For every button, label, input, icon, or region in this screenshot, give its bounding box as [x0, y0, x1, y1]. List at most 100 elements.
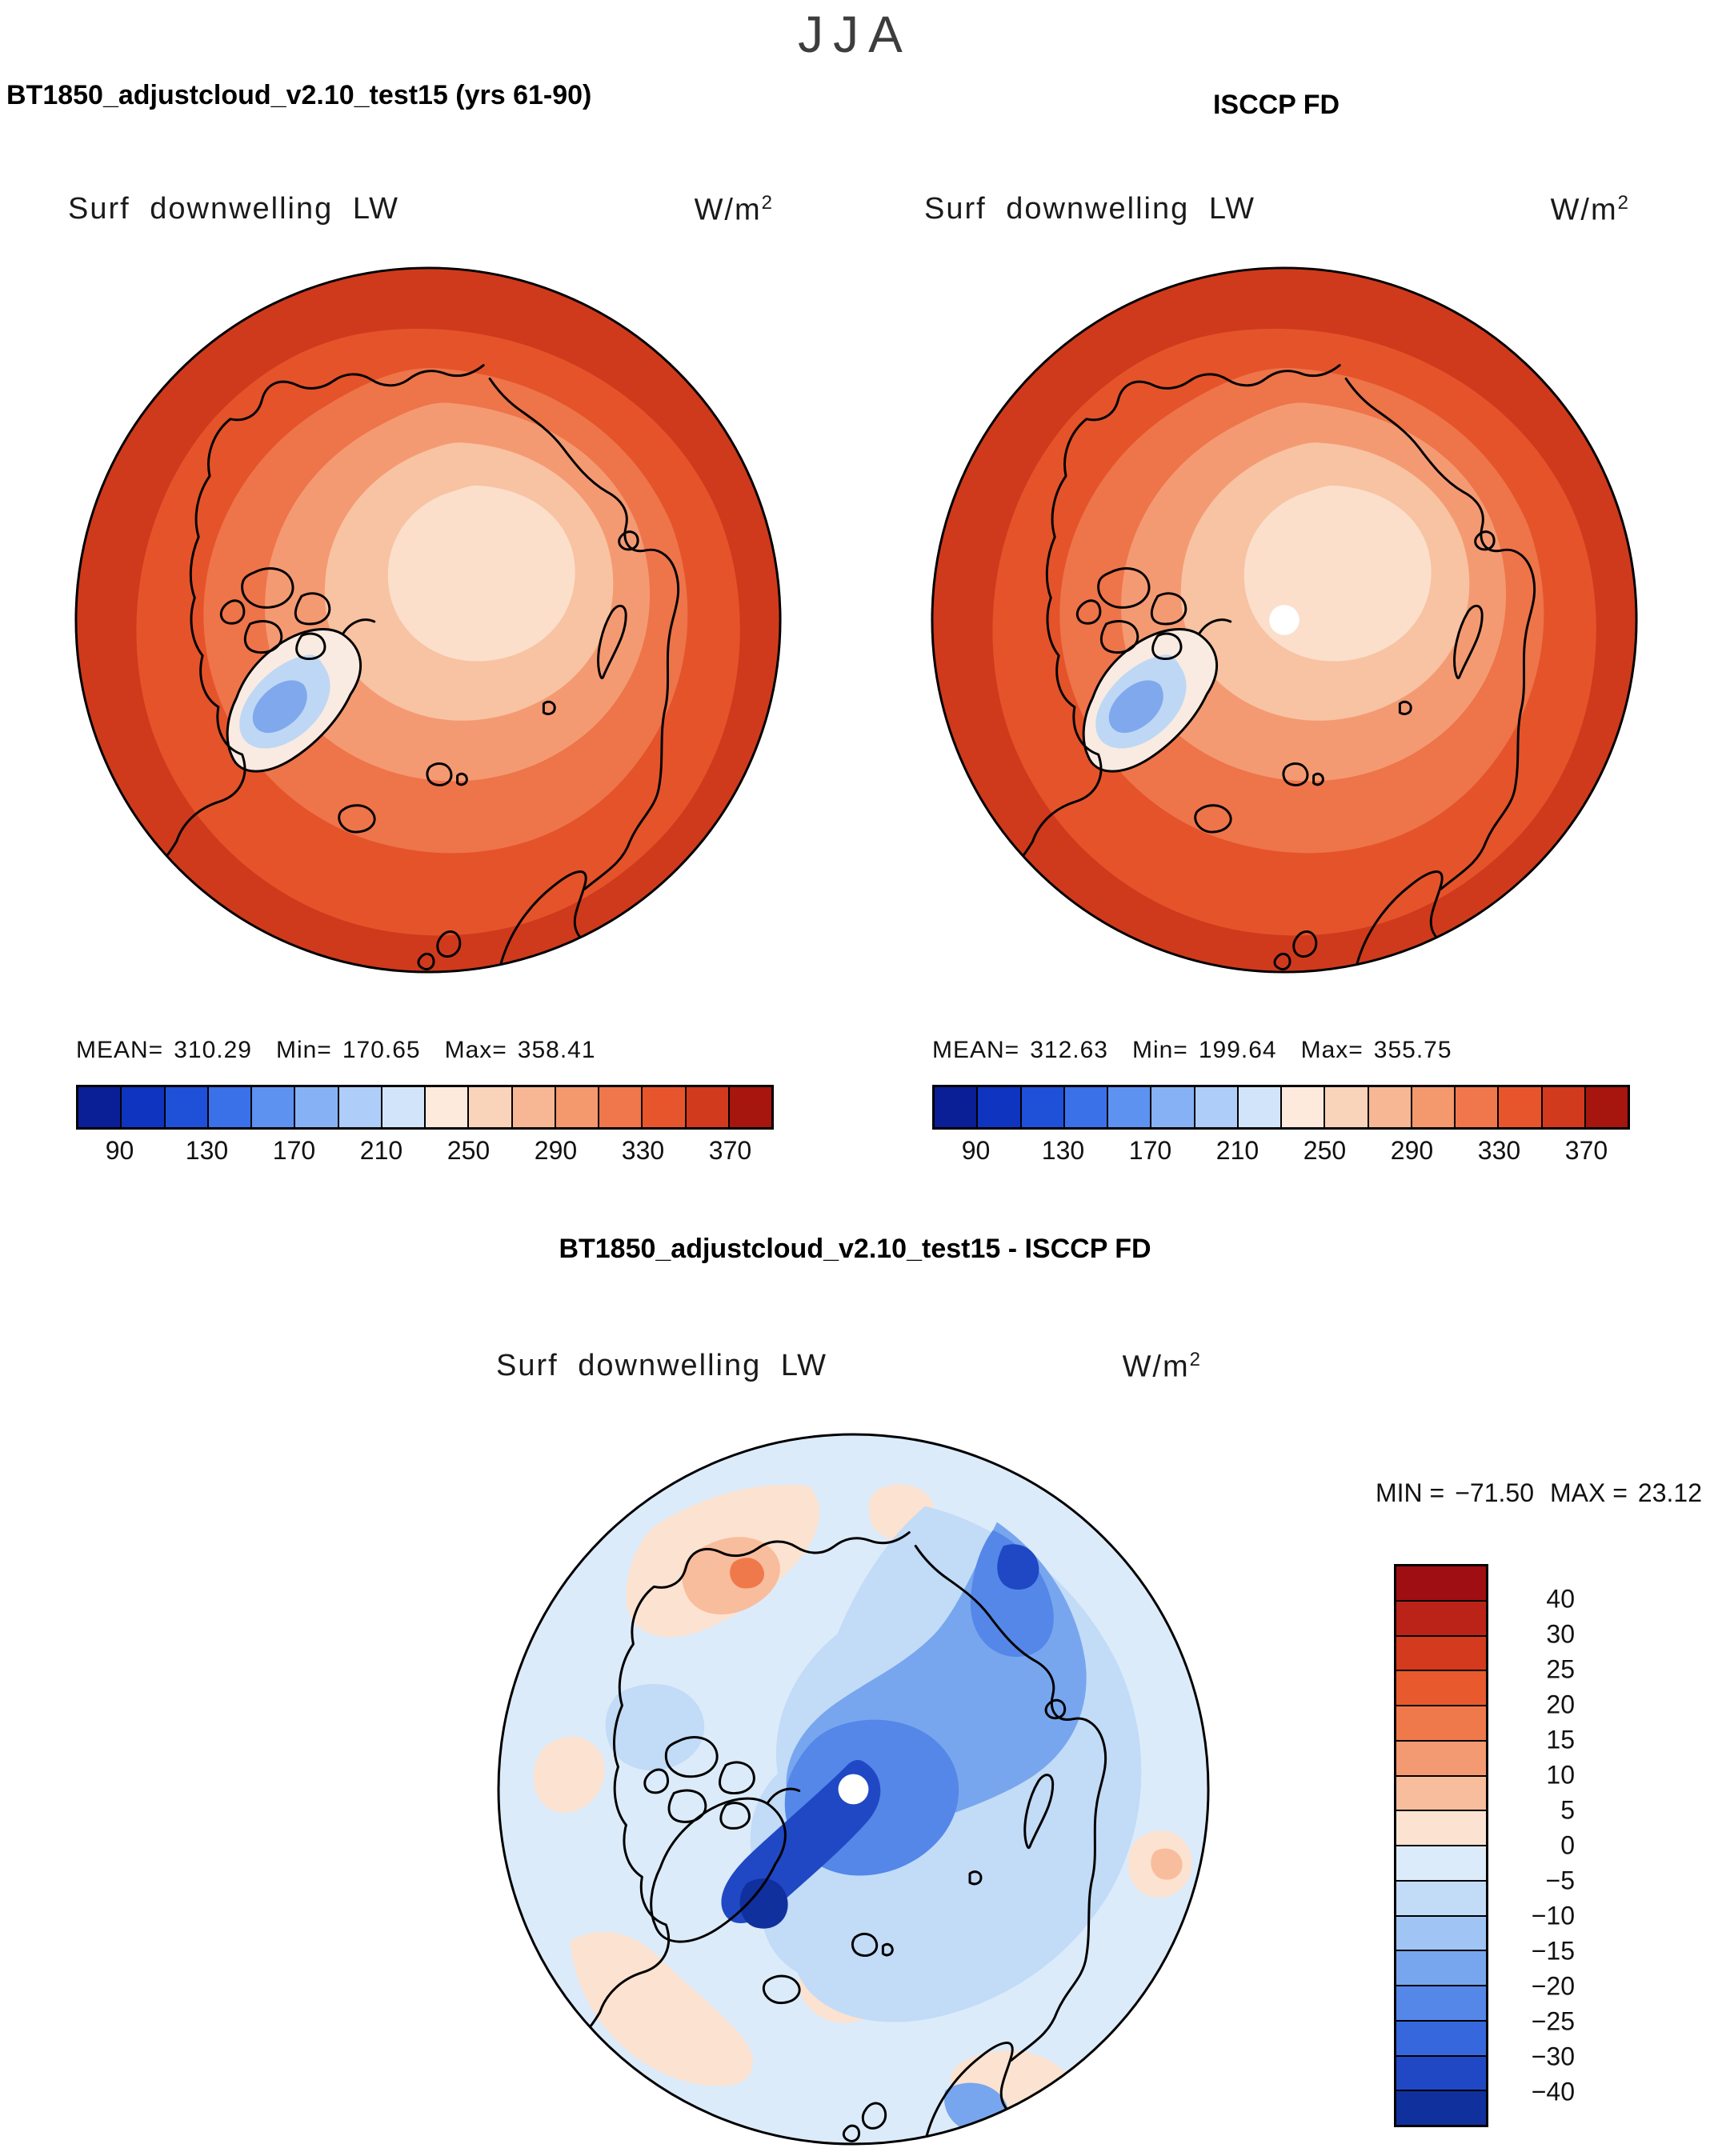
map-border [74, 266, 782, 974]
model-colorbar: 90 130 170 210 250 290 330 370 [76, 1085, 774, 1171]
model-max-stat: Max= 358.41 [444, 1037, 596, 1063]
colorbar-cell [1396, 2091, 1486, 2125]
colorbar-cell [208, 1087, 252, 1127]
obs-map [931, 266, 1638, 974]
colorbar-tick-label: 290 [534, 1136, 578, 1165]
diff-min-stat: MIN = −71.50 [1376, 1478, 1534, 1507]
model-field-row: Surf downwelling LW W/m2 [68, 192, 772, 228]
colorbar-cell [978, 1087, 1022, 1127]
colorbar-cell [1396, 1601, 1486, 1637]
colorbar-cell [1412, 1087, 1456, 1127]
colorbar-cell [1396, 1671, 1486, 1706]
diff-field-row: Surf downwelling LW W/m2 [496, 1349, 1200, 1385]
colorbar-tick-label: −30 [1531, 2042, 1575, 2071]
map-border [497, 1433, 1210, 2146]
model-units-label: W/m2 [694, 192, 772, 227]
colorbar-cell [469, 1087, 513, 1127]
obs-stats-row: MEAN= 312.63 Min= 199.64 Max= 355.75 [932, 1037, 1452, 1064]
colorbar-cell [1396, 1916, 1486, 1952]
colorbar-cell [426, 1087, 470, 1127]
colorbar-tick-label: 210 [1215, 1136, 1259, 1165]
colorbar-cell [1151, 1087, 1195, 1127]
model-panel-title: BT1850_adjustcloud_v2.10_test15 (yrs 61-… [6, 80, 592, 110]
map-border [931, 266, 1638, 974]
colorbar-cell [1396, 1776, 1486, 1812]
colorbar-tick-label: −5 [1545, 1866, 1575, 1895]
diff-field-label: Surf downwelling LW [496, 1349, 828, 1382]
colorbar-cell [1021, 1087, 1065, 1127]
colorbar-cell [295, 1087, 339, 1127]
colorbar-tick-label: 290 [1390, 1136, 1434, 1165]
colorbar-tick-label: 0 [1560, 1830, 1575, 1860]
colorbar-cell [1396, 1846, 1486, 1882]
diff-units-label: W/m2 [1122, 1349, 1200, 1384]
obs-max-stat: Max= 355.75 [1300, 1037, 1452, 1063]
colorbar-tick-label: 170 [272, 1136, 316, 1165]
colorbar-cell [1195, 1087, 1239, 1127]
obs-field-row: Surf downwelling LW W/m2 [924, 192, 1628, 228]
colorbar-tick-label: 330 [1477, 1136, 1521, 1165]
colorbar-tick-label: 330 [621, 1136, 665, 1165]
model-field-label: Surf downwelling LW [68, 192, 400, 226]
model-mean-stat: MEAN= 310.29 [76, 1037, 252, 1063]
colorbar-cell [1456, 1087, 1500, 1127]
colorbar-cell [252, 1087, 296, 1127]
colorbar-cell [338, 1087, 382, 1127]
colorbar-tick-label: 40 [1546, 1584, 1575, 1614]
colorbar-tick-label: −25 [1531, 2006, 1575, 2036]
colorbar-tick-label: 30 [1546, 1619, 1575, 1649]
season-title: JJA [798, 6, 912, 63]
colorbar-cell [1499, 1087, 1543, 1127]
colorbar-cell [122, 1087, 166, 1127]
colorbar-cell [686, 1087, 730, 1127]
colorbar-cell [1396, 2021, 1486, 2057]
colorbar-cell [1396, 1881, 1486, 1917]
model-map [74, 266, 782, 974]
diff-panel-title: BT1850_adjustcloud_v2.10_test15 - ISCCP … [559, 1234, 1151, 1264]
obs-colorbar-body [932, 1085, 1630, 1130]
colorbar-cell [1396, 1986, 1486, 2022]
obs-colorbar: 90 130 170 210 250 290 330 370 [932, 1085, 1630, 1171]
colorbar-cell [512, 1087, 556, 1127]
colorbar-tick-label: 10 [1546, 1760, 1575, 1790]
colorbar-tick-label: −40 [1531, 2077, 1575, 2106]
colorbar-cell [1108, 1087, 1152, 1127]
colorbar-cell [935, 1087, 979, 1127]
colorbar-tick-label: 250 [1303, 1136, 1347, 1165]
colorbar-tick-label: 90 [105, 1136, 134, 1165]
colorbar-cell [643, 1087, 687, 1127]
colorbar-cell [729, 1087, 771, 1127]
colorbar-tick-label: −15 [1531, 1936, 1575, 1966]
obs-mean-stat: MEAN= 312.63 [932, 1037, 1108, 1063]
colorbar-cell [599, 1087, 643, 1127]
colorbar-tick-label: −20 [1531, 1971, 1575, 2001]
colorbar-cell [1396, 1566, 1486, 1602]
obs-colorbar-ticks: 90 130 170 210 250 290 330 370 [932, 1136, 1630, 1171]
colorbar-tick-label: 25 [1546, 1654, 1575, 1684]
diff-colorbar-labels: 40 30 25 20 15 10 5 0 −5 −10 −15 −20 −25 −30 −40 [1501, 1564, 1581, 2127]
colorbar-tick-label: 370 [1564, 1136, 1608, 1165]
diff-map [497, 1433, 1210, 2146]
colorbar-cell [1396, 1741, 1486, 1777]
colorbar-cell [1325, 1087, 1369, 1127]
model-min-stat: Min= 170.65 [275, 1037, 421, 1063]
diff-max-stat: MAX = 23.12 [1550, 1478, 1702, 1507]
obs-panel-title: ISCCP FD [1212, 90, 1340, 120]
colorbar-cell [1396, 2056, 1486, 2092]
obs-field-label: Surf downwelling LW [924, 192, 1256, 226]
model-stats-row: MEAN= 310.29 Min= 170.65 Max= 358.41 [76, 1037, 596, 1064]
colorbar-tick-label: 20 [1546, 1690, 1575, 1719]
colorbar-tick-label: 90 [961, 1136, 991, 1165]
model-colorbar-body [76, 1085, 774, 1130]
colorbar-cell [1368, 1087, 1412, 1127]
colorbar-tick-label: 130 [185, 1136, 229, 1165]
pole-missing-data-dot [838, 1774, 869, 1805]
colorbar-cell [1396, 1951, 1486, 1986]
diff-minmax-row: MIN = −71.50 MAX = 23.12 [1376, 1478, 1702, 1508]
colorbar-cell [1396, 1636, 1486, 1672]
obs-min-stat: Min= 199.64 [1131, 1037, 1277, 1063]
colorbar-tick-label: 250 [447, 1136, 491, 1165]
colorbar-cell [1542, 1087, 1586, 1127]
colorbar-cell [78, 1087, 122, 1127]
colorbar-tick-label: 130 [1041, 1136, 1085, 1165]
